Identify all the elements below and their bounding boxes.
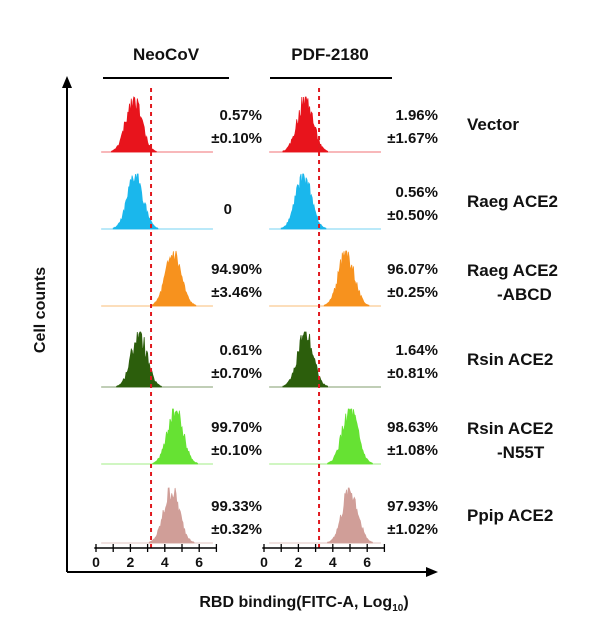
histogram-neocov-row-2: [112, 173, 159, 230]
row-label: Vector: [467, 115, 519, 134]
panel-title-neocov: NeoCoV: [133, 45, 200, 64]
x-tick-label: 4: [161, 554, 169, 570]
x-tick-label: 2: [295, 554, 303, 570]
x-axis-label-subscript: 10: [392, 603, 404, 615]
histogram-pdf2180-row-5: [327, 408, 373, 465]
percent-sd: ±0.81%: [387, 365, 438, 382]
percent-sd: ±0.70%: [211, 365, 262, 382]
row-label: Raeg ACE2: [467, 192, 558, 211]
row-label: Ppip ACE2: [467, 506, 553, 525]
percent-sd: ±0.25%: [387, 284, 438, 301]
percent-value: 0.61%: [219, 342, 262, 359]
panel-title-pdf2180: PDF-2180: [291, 45, 368, 64]
x-axis-label-suffix: ): [403, 594, 409, 611]
histogram-pdf2180-row-1: [282, 96, 328, 153]
y-axis-label: Cell counts: [32, 267, 49, 353]
percent-sd: ±3.46%: [211, 284, 262, 301]
y-axis-arrow: [62, 76, 72, 88]
percent-sd: ±1.08%: [387, 442, 438, 459]
percent-value: 97.93%: [387, 498, 438, 515]
x-tick-label: 6: [195, 554, 203, 570]
percent-value: 1.96%: [395, 107, 438, 124]
histogram-neocov-row-5: [152, 408, 198, 465]
percent-value: 98.63%: [387, 419, 438, 436]
percent-value: 96.07%: [387, 261, 438, 278]
histogram-neocov-row-3: [150, 250, 197, 307]
histogram-pdf2180-row-6: [327, 487, 373, 544]
x-axis-label-text: RBD binding(FITC-A, Log: [199, 594, 393, 611]
percent-value: 0.57%: [219, 107, 262, 124]
row-label: Rsin ACE2: [467, 350, 553, 369]
histogram-pdf2180-row-3: [323, 250, 370, 307]
percent-sd: ±0.32%: [211, 521, 262, 538]
percent-sd: ±1.67%: [387, 130, 438, 147]
x-tick-label: 4: [329, 554, 337, 570]
x-tick-label: 0: [92, 554, 100, 570]
x-tick-label: 2: [127, 554, 135, 570]
histogram-pdf2180-row-4: [282, 331, 328, 388]
percent-value: 0: [224, 201, 232, 218]
x-axis-arrow: [426, 567, 438, 577]
percent-sd: ±1.02%: [387, 521, 438, 538]
histogram-neocov-row-4: [116, 331, 162, 388]
percent-value: 1.64%: [395, 342, 438, 359]
percent-sd: ±0.10%: [211, 442, 262, 459]
percent-sd: ±0.10%: [211, 130, 262, 147]
x-axis-label: RBD binding(FITC-A, Log10): [0, 594, 608, 614]
row-label: Raeg ACE2: [467, 261, 558, 280]
x-tick-label: 0: [260, 554, 268, 570]
percent-value: 0.56%: [395, 184, 438, 201]
percent-sd: ±0.50%: [387, 207, 438, 224]
histogram-neocov-row-6: [148, 487, 195, 544]
histogram-neocov-row-1: [111, 96, 157, 153]
row-label: -N55T: [497, 443, 545, 462]
row-label: Rsin ACE2: [467, 419, 553, 438]
row-label: -ABCD: [497, 285, 552, 304]
percent-value: 99.33%: [211, 498, 262, 515]
x-tick-label: 6: [363, 554, 371, 570]
percent-value: 94.90%: [211, 261, 262, 278]
percent-value: 99.70%: [211, 419, 262, 436]
